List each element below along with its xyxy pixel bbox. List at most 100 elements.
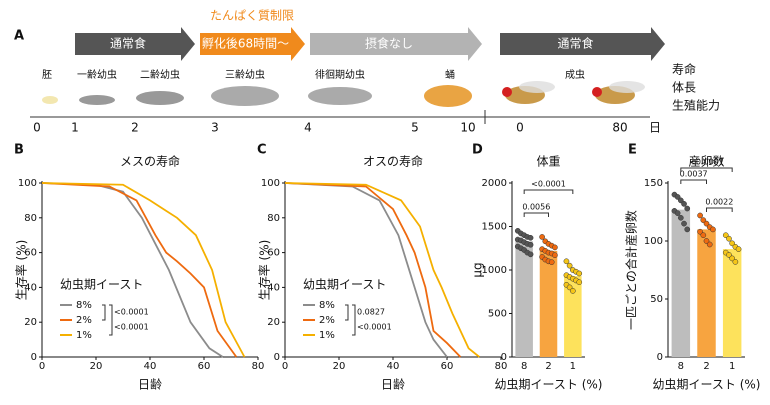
panel-label: C: [257, 143, 267, 158]
data-point: [729, 255, 736, 262]
y-tick-label: 80: [267, 213, 280, 224]
x-axis-label: 日齢: [381, 377, 405, 392]
panel-label: E: [628, 143, 637, 158]
y-tick-label: 20: [24, 317, 37, 328]
timeline-tick: 2: [131, 121, 139, 135]
stage-icon: [424, 85, 472, 107]
x-tick-label: 40: [387, 361, 400, 372]
legend-label: 1%: [319, 330, 335, 341]
y-axis-label: 一匹ごとの合計産卵数: [624, 210, 639, 330]
stage-label: 徘徊期幼虫: [315, 68, 365, 81]
data-point: [569, 288, 576, 294]
y-tick-label: 40: [24, 282, 37, 293]
y-tick-label: 60: [267, 248, 280, 259]
data-point: [677, 214, 684, 221]
x-axis-label: 日齢: [138, 377, 162, 392]
bar: [539, 250, 558, 357]
survival-curve: [41, 182, 224, 358]
data-point: [729, 240, 736, 247]
stat-bracket: [706, 207, 733, 212]
x-tick-label: 60: [198, 361, 211, 372]
x-axis-label: 幼虫期イースト (%): [653, 378, 761, 392]
timeline-tick: 0: [516, 121, 524, 135]
p-value: 0.0022: [705, 198, 733, 207]
outcome: 体長: [672, 81, 696, 95]
x-tick-label: 0: [39, 361, 45, 372]
p-value: <0.0001: [357, 323, 392, 332]
x-tick-label: 40: [144, 361, 157, 372]
phase-label: 通常食: [110, 36, 146, 51]
data-point: [732, 259, 739, 265]
outcome: 寿命: [672, 62, 696, 77]
stage-label: 一齢幼虫: [77, 68, 117, 81]
data-point: [527, 241, 534, 248]
chart-title: オスの寿命: [363, 154, 423, 169]
data-point: [681, 220, 687, 227]
legend-title: 幼虫期イースト: [303, 278, 386, 292]
survival-curve: [41, 182, 246, 358]
timeline-unit: 日: [649, 121, 661, 135]
panel-label: A: [14, 29, 24, 44]
y-tick-label: 100: [261, 178, 280, 189]
timeline-tick: 80: [612, 121, 627, 135]
data-point: [552, 244, 558, 251]
data-point: [539, 234, 545, 240]
stage-label: 成虫: [565, 69, 585, 81]
data-point: [576, 270, 583, 277]
x-tick-label: 1: [729, 361, 735, 372]
data-point: [563, 258, 570, 265]
y-tick-label: 100: [644, 236, 663, 247]
y-tick-label: 60: [24, 248, 37, 259]
survival-curve: [284, 182, 462, 358]
p-value: 0.0056: [522, 203, 550, 212]
y-tick-label: 20: [267, 317, 280, 328]
data-point: [722, 232, 729, 239]
legend-label: 1%: [76, 330, 92, 341]
phase-arrow: [310, 27, 482, 61]
legend-label: 2%: [76, 315, 92, 326]
phase-arrow: [75, 27, 195, 61]
panel-label: B: [14, 143, 24, 158]
p-value: <0.0001: [114, 323, 149, 332]
y-axis-label: 生存率 (%): [257, 240, 272, 301]
data-point: [681, 201, 687, 207]
fly-wing: [519, 81, 555, 93]
fly-wing: [609, 81, 645, 93]
phase-label: 通常食: [557, 36, 593, 51]
x-tick-label: 2: [545, 361, 551, 372]
y-tick-label: 80: [24, 213, 37, 224]
y-tick-label: 40: [267, 282, 280, 293]
y-tick-label: 150: [644, 178, 663, 189]
stat-bracket: [345, 304, 356, 336]
data-point: [576, 279, 583, 286]
survival-curve: [284, 182, 448, 358]
p-value: 0.0827: [357, 308, 385, 317]
x-tick-label: 20: [90, 361, 103, 372]
x-tick-label: 20: [333, 361, 346, 372]
data-point: [674, 194, 681, 200]
x-tick-label: 0: [282, 361, 288, 372]
fly-eye: [502, 87, 512, 97]
p-value: <0.0001: [114, 308, 149, 317]
timeline-tick: 4: [304, 121, 312, 135]
stage-icon: [42, 96, 58, 104]
y-axis-label: 生存率 (%): [14, 240, 29, 301]
legend-label: 8%: [76, 300, 92, 311]
stage-label: 三齢幼虫: [225, 68, 265, 81]
timeline-tick: 1: [71, 121, 79, 135]
p-value: 0.0037: [680, 170, 708, 179]
x-tick-label: 2: [703, 361, 709, 372]
survival-curve: [41, 182, 238, 358]
stage-label: 蛹: [445, 69, 455, 81]
bar: [671, 209, 691, 357]
y-tick-label: 100: [18, 178, 37, 189]
x-tick-label: 8: [521, 361, 527, 372]
data-point: [674, 210, 681, 217]
panel-label: D: [472, 143, 483, 158]
data-point: [684, 226, 691, 233]
data-point: [700, 217, 707, 223]
data-point: [566, 284, 573, 291]
data-point: [710, 226, 716, 233]
data-point: [527, 234, 534, 241]
stat-bracket: [680, 167, 733, 172]
